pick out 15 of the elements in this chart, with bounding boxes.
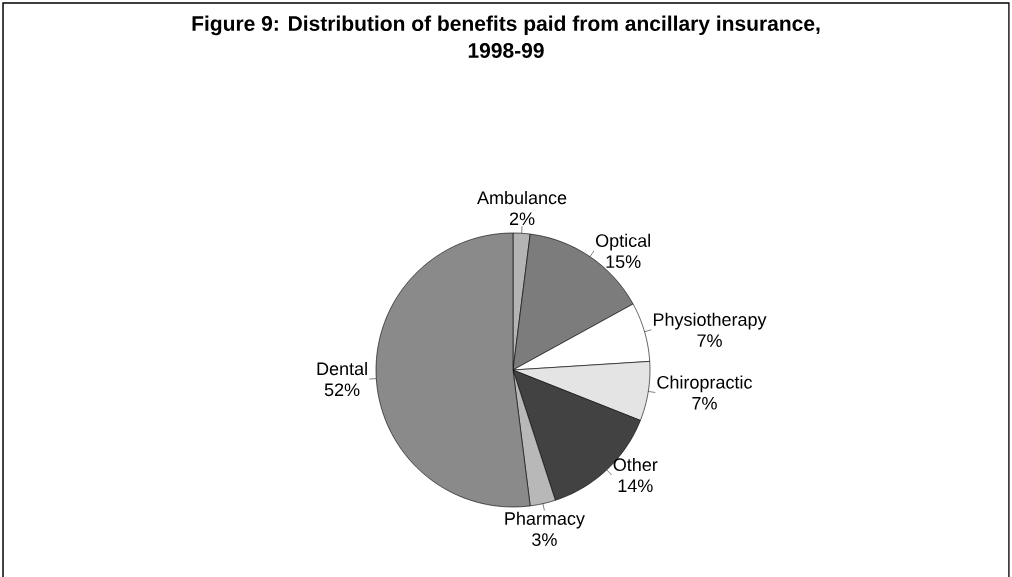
data-label: 7% [697,334,722,347]
data-label: 52% [324,383,360,397]
data-label: 15% [606,255,641,268]
data-label: 7% [692,396,717,410]
slice-label: Optical [596,233,650,251]
slice-label: Ambulance [477,190,567,205]
chart-title: Figure 9: Distribution of benefits paid from ancillary insurance, 1998-99 [192,15,820,58]
slice-label: Other [613,457,658,472]
slice-label: Physiotherapy [653,312,767,330]
data-label: 3% [532,533,557,546]
data-label: 14% [618,479,653,493]
data-label: 2% [509,212,535,226]
slice-label: Chiropractic [657,375,752,393]
slice-label: Pharmacy [505,511,585,529]
slice-label: Dental [317,361,367,376]
